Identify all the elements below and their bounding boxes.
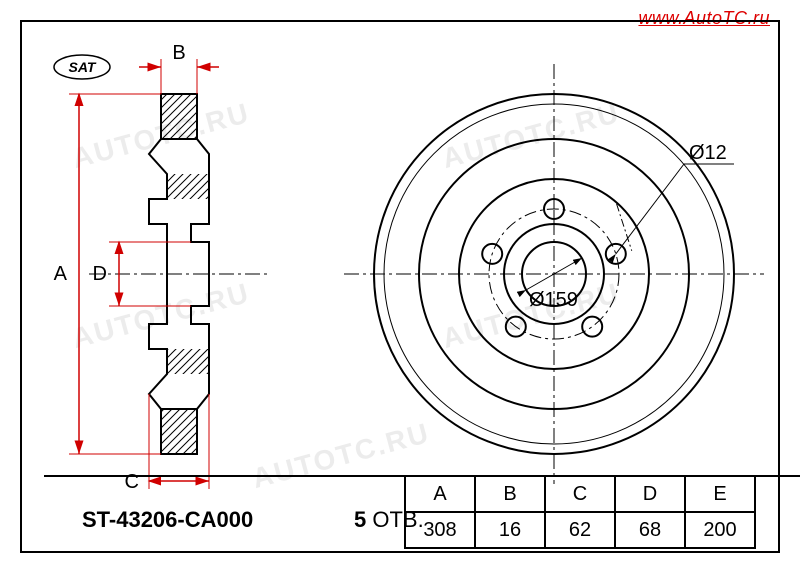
dim-label-a: A <box>54 263 68 285</box>
side-view: A B C D <box>54 44 269 493</box>
technical-drawing: A B C D <box>44 44 800 499</box>
dim-label-d: D <box>93 263 107 285</box>
col-head: A <box>405 476 475 512</box>
dia-hole-label: Ø12 <box>689 142 727 164</box>
dim-value: 308 <box>405 512 475 548</box>
bolt-holes <box>482 194 644 337</box>
dim-value: 200 <box>685 512 755 548</box>
part-number: ST-43206-CA000 <box>82 507 253 533</box>
drawing-frame: SAT <box>20 20 780 553</box>
dim-value: 16 <box>475 512 545 548</box>
front-view: Ø12 Ø159 <box>344 64 764 484</box>
table-row: 308 16 62 68 200 <box>405 512 755 548</box>
col-head: C <box>545 476 615 512</box>
dia-center-label: Ø159 <box>529 289 578 311</box>
col-head: E <box>685 476 755 512</box>
dim-value: 68 <box>615 512 685 548</box>
dim-value: 62 <box>545 512 615 548</box>
col-head: B <box>475 476 545 512</box>
dimension-table: A B C D E 308 16 62 68 200 <box>404 475 756 549</box>
dim-label-b: B <box>172 44 185 64</box>
table-row: A B C D E <box>405 476 755 512</box>
col-head: D <box>615 476 685 512</box>
